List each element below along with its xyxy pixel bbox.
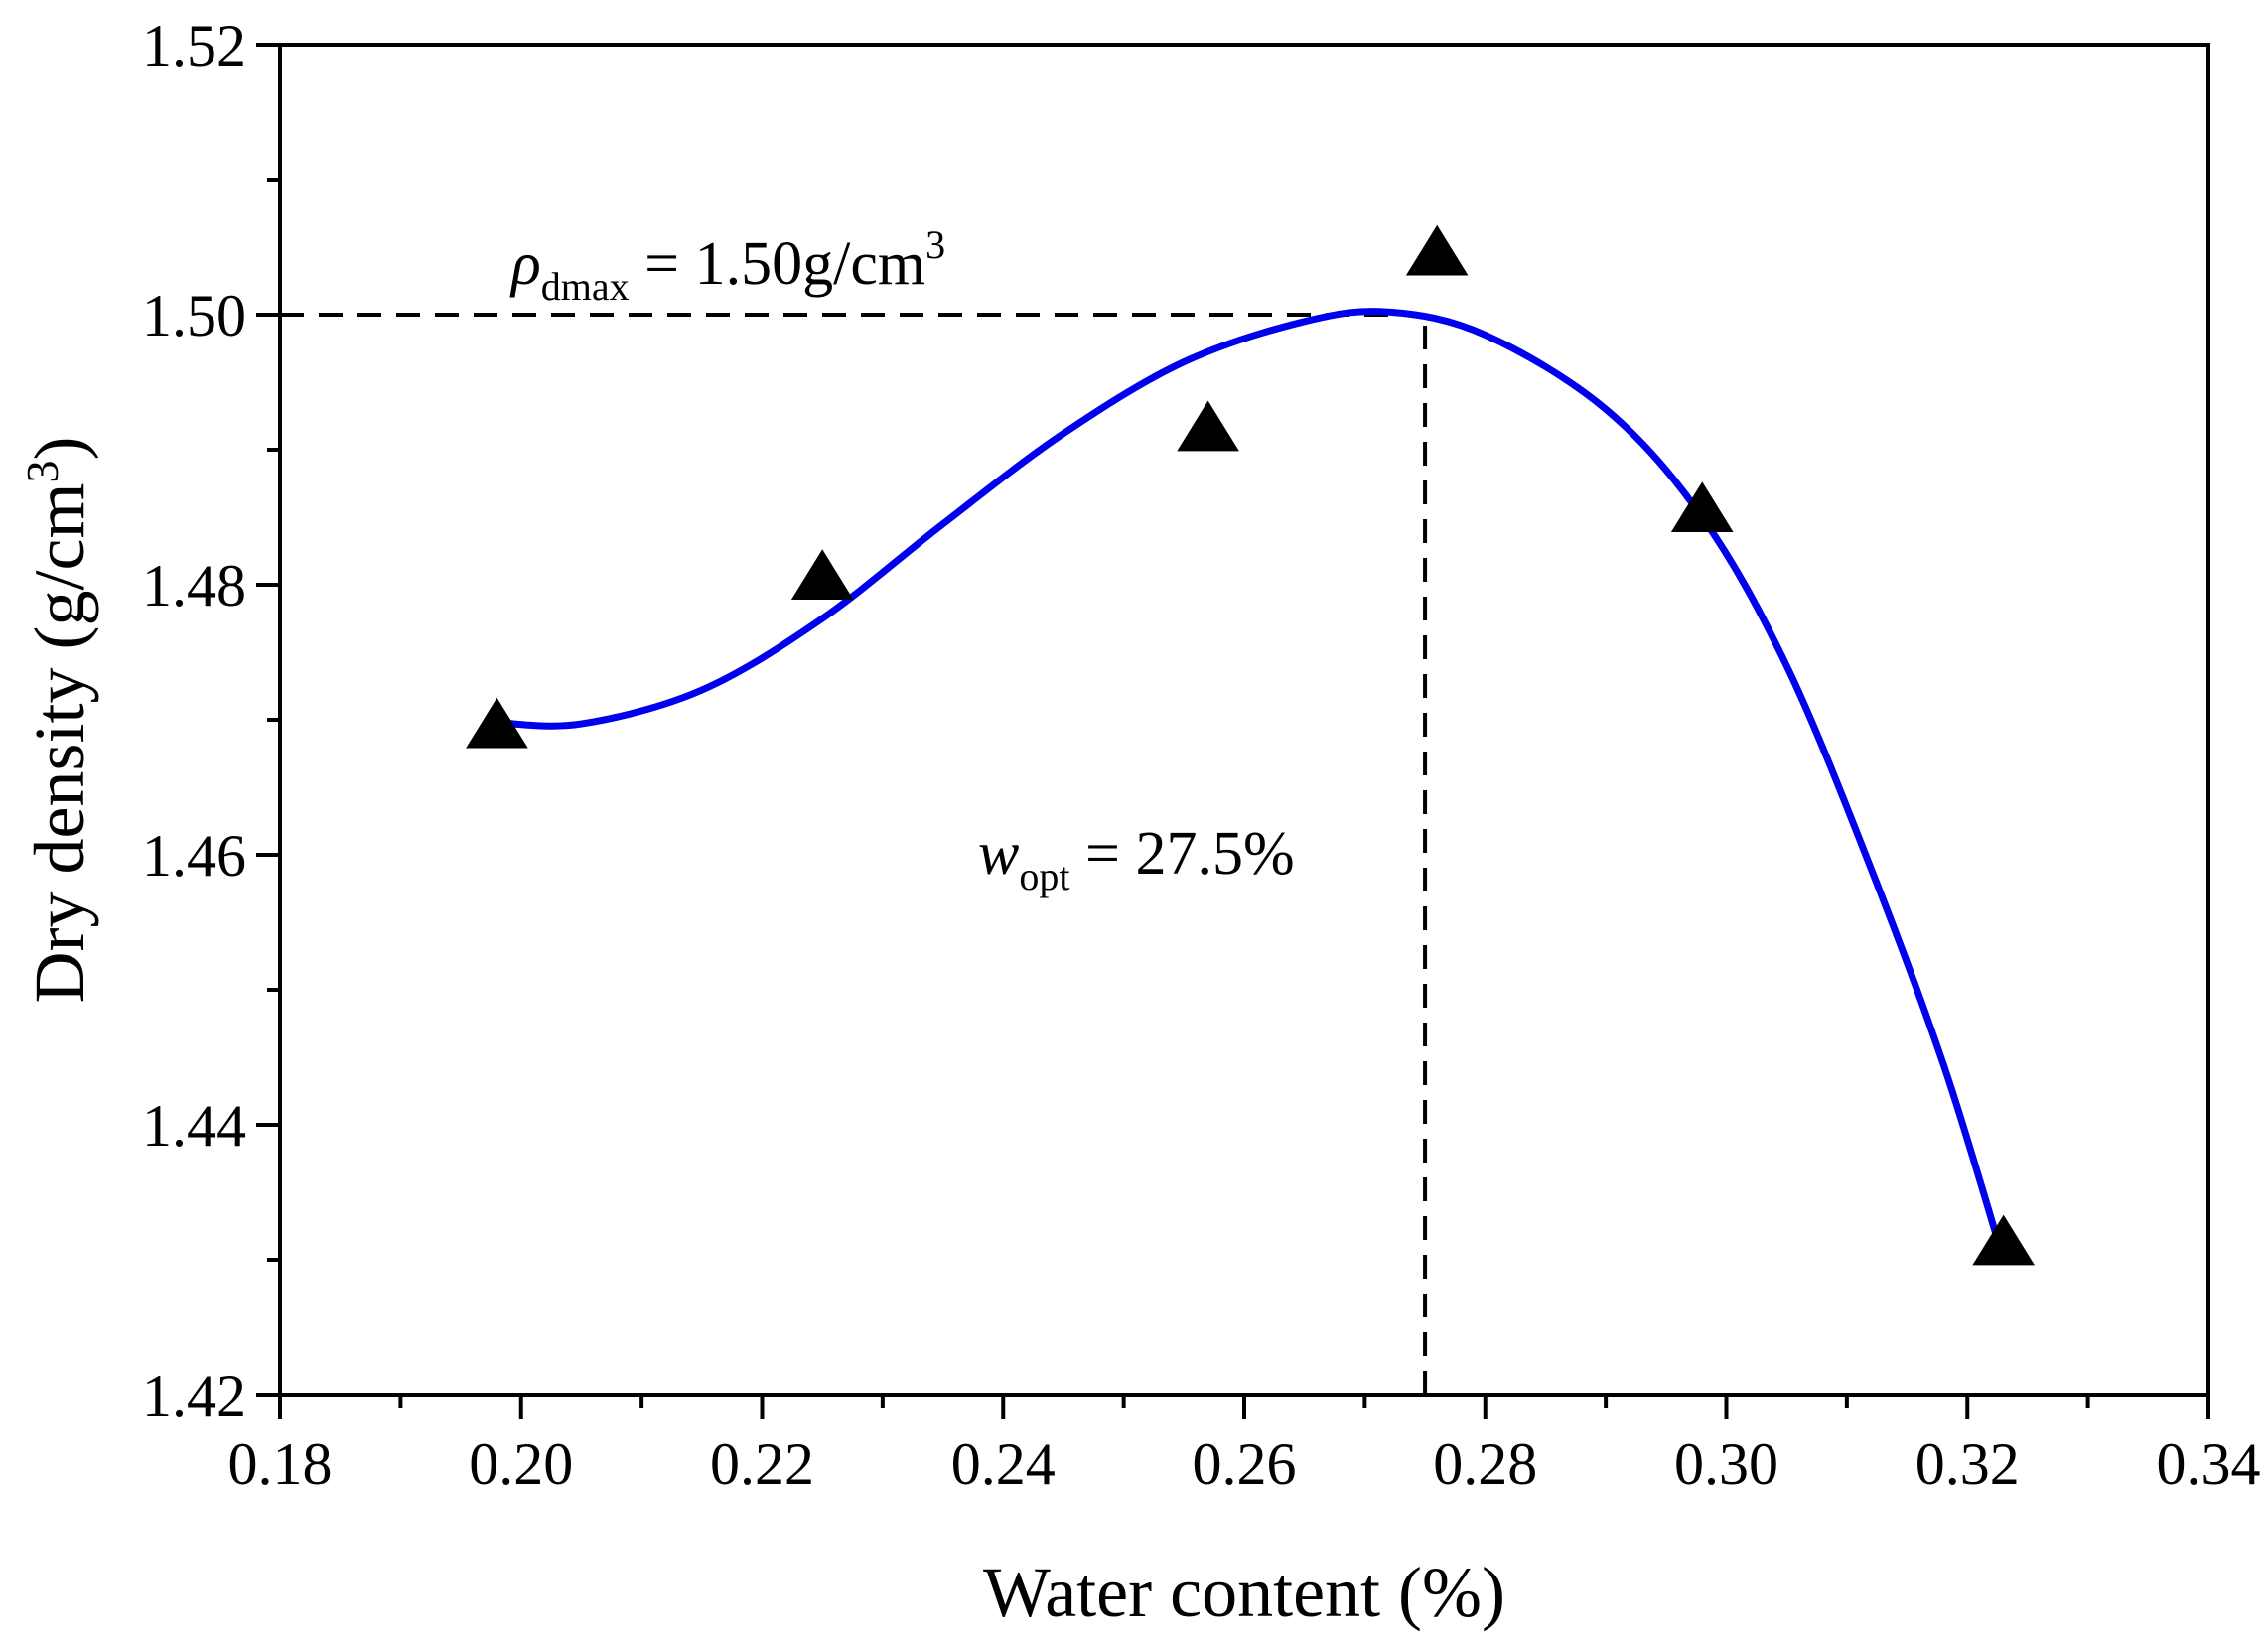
annotation-w-sub: opt xyxy=(1019,854,1069,898)
x-tick-label: 0.24 xyxy=(951,1432,1056,1497)
annotation-rho-dmax: ρdmax = 1.50g/cm3 xyxy=(509,222,945,309)
y-tick-label: 1.52 xyxy=(142,13,246,78)
y-tick-label: 1.44 xyxy=(142,1093,246,1159)
x-tick-label: 0.22 xyxy=(710,1432,814,1497)
data-point-triangle xyxy=(466,697,528,749)
x-tick-label: 0.28 xyxy=(1433,1432,1537,1497)
x-axis-title: Water content (%) xyxy=(983,1553,1505,1632)
y-tick-label: 1.50 xyxy=(142,283,246,348)
annotation-w-symbol: w xyxy=(978,820,1019,888)
y-tick-label: 1.42 xyxy=(142,1363,246,1429)
fitted-curve-group xyxy=(494,308,2002,1244)
y-axis-title-close: ) xyxy=(20,437,99,461)
x-tick-label: 0.26 xyxy=(1193,1432,1297,1497)
x-tick-label: 0.18 xyxy=(228,1432,333,1497)
data-point-triangle xyxy=(1405,224,1469,276)
y-tick-label: 1.48 xyxy=(142,553,246,618)
data-point-triangle xyxy=(1670,481,1734,532)
plot-frame xyxy=(278,43,2210,1397)
annotation-w-text: = 27.5% xyxy=(1069,820,1294,888)
annotation-rho-symbol: ρ xyxy=(509,230,541,298)
annotation-w-opt: wopt = 27.5% xyxy=(978,820,1295,898)
data-point-triangle xyxy=(790,549,854,600)
y-ticks-group: 1.42 1.44 1.46 1.48 1.50 1.52 xyxy=(142,13,280,1429)
x-tick-label: 0.32 xyxy=(1915,1432,2020,1497)
reference-lines xyxy=(280,313,1428,1395)
y-axis-title-sup: 3 xyxy=(17,461,68,483)
annotation-rho-text: = 1.50g/cm xyxy=(630,230,925,298)
x-tick-label: 0.30 xyxy=(1674,1432,1778,1497)
data-point-triangle xyxy=(1177,400,1239,452)
y-axis-title-main: Dry density (g/cm xyxy=(20,483,99,1004)
x-tick-label: 0.34 xyxy=(2157,1432,2261,1497)
fitted-curve-line xyxy=(494,308,2002,1244)
annotation-rho-sub: dmax xyxy=(541,264,630,309)
x-ticks-group: 0.18 0.20 0.22 0.24 0.26 0.28 0.30 0.32 0.34 xyxy=(228,1395,2261,1497)
data-points-group xyxy=(466,224,2035,1266)
data-point-triangle xyxy=(1972,1214,2035,1266)
x-tick-label: 0.20 xyxy=(469,1432,573,1497)
annotation-rho-sup: 3 xyxy=(925,222,945,267)
y-axis-title: Dry density (g/cm3) xyxy=(17,437,99,1004)
y-tick-label: 1.46 xyxy=(142,823,246,889)
